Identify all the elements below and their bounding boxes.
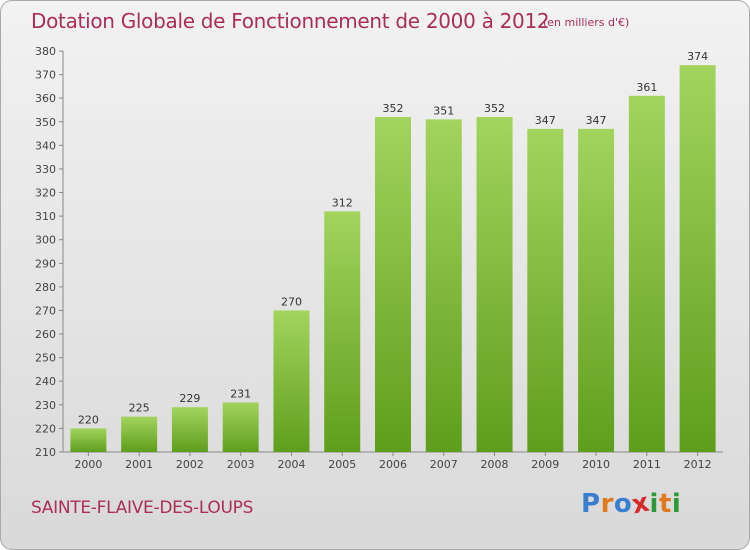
logo-letter: o [613, 489, 633, 519]
y-tick-label: 240 [35, 375, 56, 388]
logo-letter: P [581, 489, 601, 519]
logo-letter: i [671, 489, 682, 519]
y-tick-label: 230 [35, 399, 56, 412]
commune-name: SAINTE-FLAIVE-DES-LOUPS [31, 498, 254, 518]
x-tick-label: 2008 [481, 458, 509, 471]
bar-2008 [476, 117, 513, 452]
logo-letter: i [649, 489, 659, 519]
y-tick-label: 210 [35, 446, 56, 459]
y-tick-label: 300 [35, 234, 56, 247]
bar-2009 [527, 128, 564, 452]
y-tick-label: 260 [35, 328, 56, 341]
data-label: 312 [332, 196, 353, 209]
data-label: 225 [129, 402, 150, 415]
y-tick-label: 330 [35, 163, 56, 176]
bar-2007 [425, 119, 462, 452]
x-tick-label: 2009 [531, 458, 559, 471]
x-tick-label: 2007 [430, 458, 458, 471]
data-label: 351 [433, 104, 454, 117]
y-tick-label: 310 [35, 210, 56, 223]
x-tick-label: 2003 [227, 458, 255, 471]
data-label: 352 [383, 102, 404, 115]
chart-subtitle: (en milliers d'€) [543, 16, 630, 29]
data-label: 374 [687, 50, 708, 63]
data-label: 347 [586, 114, 607, 127]
x-tick-label: 2001 [125, 458, 153, 471]
y-tick-label: 350 [35, 116, 56, 129]
logo-letter: t [658, 489, 672, 519]
bar-2012 [679, 65, 716, 452]
data-label: 347 [535, 114, 556, 127]
x-tick-label: 2012 [684, 458, 712, 471]
x-tick-label: 2000 [74, 458, 102, 471]
x-tick-label: 2011 [633, 458, 661, 471]
y-tick-label: 290 [35, 257, 56, 270]
y-tick-label: 220 [35, 422, 56, 435]
y-tick-label: 270 [35, 304, 56, 317]
x-tick-label: 2006 [379, 458, 407, 471]
bar-2002 [171, 407, 208, 452]
y-tick-label: 360 [35, 92, 56, 105]
x-tick-label: 2010 [582, 458, 610, 471]
bar-2005 [324, 211, 361, 452]
data-label: 270 [281, 295, 302, 308]
x-tick-label: 2004 [277, 458, 305, 471]
y-tick-label: 320 [35, 187, 56, 200]
bar-2001 [121, 416, 158, 452]
logo-letter: r [600, 489, 614, 519]
bar-2003 [222, 402, 259, 452]
y-tick-label: 340 [35, 139, 56, 152]
data-label: 231 [230, 387, 251, 400]
data-label: 361 [636, 81, 657, 94]
bar-2000 [70, 428, 107, 452]
bar-2004 [273, 310, 310, 452]
bar-2011 [628, 95, 665, 452]
bar-2006 [375, 117, 411, 452]
y-tick-label: 280 [35, 281, 56, 294]
proxiti-logo: Proxiti [581, 488, 682, 521]
y-tick-label: 250 [35, 352, 56, 365]
bar-2010 [578, 128, 615, 452]
y-tick-label: 370 [35, 69, 56, 82]
data-label: 229 [179, 392, 200, 405]
chart-title: Dotation Globale de Fonctionnement de 20… [31, 9, 550, 33]
x-tick-label: 2002 [176, 458, 204, 471]
data-label: 352 [484, 102, 505, 115]
data-label: 220 [78, 413, 99, 426]
plot-area: 210 220 230 240 250 260 270 280 290 300 310 320 330 3… [35, 45, 723, 471]
y-tick-label: 380 [35, 45, 56, 58]
x-tick-label: 2005 [328, 458, 356, 471]
